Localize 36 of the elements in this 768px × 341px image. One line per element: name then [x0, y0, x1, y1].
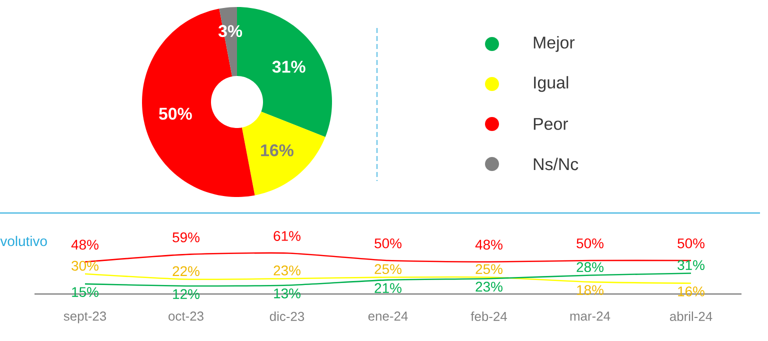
- x-tick-label: mar-24: [570, 312, 610, 321]
- data-label: 18%: [577, 285, 604, 296]
- data-label: 31%: [272, 60, 306, 73]
- legend-label: Igual: [534, 76, 568, 92]
- x-tick-label: dic-23: [270, 312, 304, 322]
- data-label: 50%: [158, 108, 192, 120]
- x-tick-label: ene-24: [368, 312, 408, 321]
- legend-label: Ns/Nc: [534, 158, 578, 170]
- data-label: 59%: [172, 232, 200, 242]
- data-label: 21%: [374, 283, 402, 293]
- data-label: 16%: [678, 286, 704, 296]
- data-label: 25%: [374, 264, 402, 274]
- data-label: 50%: [678, 238, 704, 248]
- data-label: 61%: [274, 231, 300, 241]
- x-tick-label: abril-24: [670, 312, 712, 322]
- data-label: 28%: [576, 262, 604, 272]
- data-label: 22%: [172, 266, 200, 276]
- x-tick-label: feb-24: [470, 312, 507, 322]
- text: volutivo: [0, 236, 47, 246]
- data-label: 48%: [475, 240, 502, 250]
- data-label: 50%: [576, 238, 604, 248]
- data-label: 23%: [476, 282, 502, 292]
- data-label: 30%: [72, 260, 98, 271]
- x-tick-label: sept-23: [64, 312, 106, 324]
- data-label: 13%: [274, 288, 300, 298]
- legend-label: Peor: [534, 118, 568, 130]
- data-label: 12%: [173, 289, 200, 299]
- data-label: 25%: [476, 264, 502, 274]
- data-label: 31%: [678, 260, 704, 270]
- data-label: 23%: [274, 266, 300, 276]
- data-label: 16%: [261, 144, 294, 156]
- data-label: 48%: [71, 240, 98, 250]
- x-tick-label: oct-23: [168, 312, 204, 321]
- legend-label: Mejor: [534, 36, 575, 52]
- data-label: 50%: [374, 238, 402, 248]
- data-label: 15%: [72, 287, 98, 297]
